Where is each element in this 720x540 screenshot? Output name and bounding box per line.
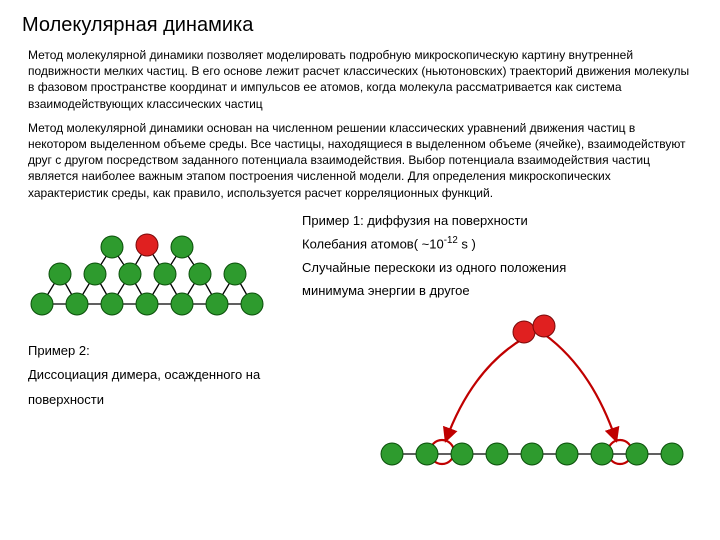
example-2-text: Пример 2: Диссоциация димера, осажденног… (28, 339, 308, 413)
ex1-line2: Колебания атомов( ~10-12 s ) (302, 232, 702, 256)
example-1-text: Пример 1: диффузия на поверхности Колеба… (302, 209, 702, 303)
ex2-line2: Диссоциация димера, осажденного на (28, 363, 308, 388)
page-title: Молекулярная динамика (22, 14, 698, 37)
intro-paragraph-2: Метод молекулярной динамики основан на ч… (22, 120, 698, 201)
ex1-line3: Случайные перескоки из одного положения (302, 256, 702, 279)
ex1-line1: Пример 1: диффузия на поверхности (302, 209, 702, 232)
diagram-dimer-dissociation (352, 314, 712, 474)
ex2-line3: поверхности (28, 388, 308, 413)
intro-paragraph-1: Метод молекулярной динамики позволяет мо… (22, 47, 698, 112)
ex2-line1: Пример 2: (28, 339, 308, 364)
ex1-line4: минимума энергии в другое (302, 279, 702, 302)
examples-region: Пример 1: диффузия на поверхности Колеба… (22, 209, 698, 509)
diagram-diffusion-lattice (22, 219, 272, 329)
